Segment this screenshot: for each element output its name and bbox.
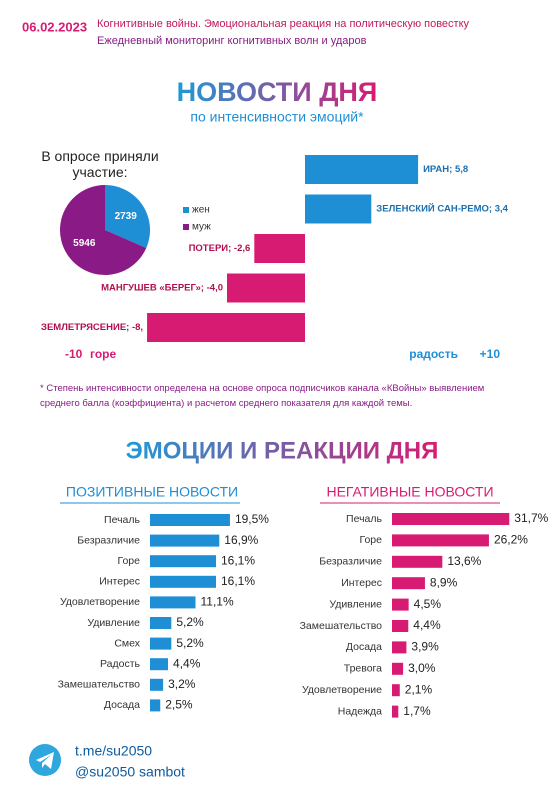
category-label: Удивление: [87, 617, 140, 629]
chart-title: НЕГАТИВНЫЕ НОВОСТИ: [326, 484, 493, 500]
bar: [150, 596, 196, 609]
bar-label: ПОТЕРИ; -2,6: [189, 243, 251, 254]
legend-label: жен: [192, 205, 210, 216]
category-label: Смех: [114, 637, 140, 649]
category-label: Удивление: [329, 598, 382, 610]
bar: [305, 194, 372, 224]
bar: [392, 684, 400, 697]
bar: [392, 620, 409, 632]
bar: [150, 699, 161, 712]
bar: [150, 637, 172, 650]
legend-swatch: [183, 224, 189, 230]
bar: [150, 534, 220, 547]
pie-slice: [60, 185, 147, 275]
value-label: 3,2%: [168, 677, 196, 691]
x-tick-label: +10: [480, 347, 501, 361]
bar: [227, 273, 305, 303]
category-label: Надежда: [338, 705, 382, 717]
value-label: 16,1%: [221, 553, 255, 567]
telegram-icon: [29, 744, 61, 776]
value-label: 19,5%: [235, 512, 269, 526]
category-label: Замешательство: [58, 679, 141, 691]
header-line: Когнитивные войны. Эмоциональная реакция…: [97, 18, 470, 30]
value-label: 8,9%: [430, 575, 458, 589]
category-label: Замешательство: [300, 620, 383, 632]
pie-title: В опросе приняли участие:: [41, 148, 159, 180]
x-tick-label: -10: [65, 347, 83, 361]
bar: [392, 555, 443, 568]
bar: [392, 705, 399, 718]
legend-label: муж: [192, 222, 211, 233]
category-label: Безразличие: [319, 556, 382, 568]
category-label: Печаль: [346, 513, 382, 525]
slice-label: 2739: [115, 211, 138, 222]
bar: [254, 234, 305, 263]
header-line: Ежедневный мониторинг когнитивных волн и…: [97, 35, 367, 47]
value-label: 16,1%: [221, 574, 255, 588]
value-label: 31,7%: [514, 511, 548, 525]
value-label: 11,1%: [201, 595, 234, 609]
bar: [305, 155, 419, 184]
category-label: Интерес: [341, 577, 382, 589]
category-label: Удовлетворение: [60, 596, 140, 608]
bar: [150, 617, 172, 629]
value-label: 26,2%: [494, 533, 528, 547]
value-label: 4,5%: [414, 597, 442, 611]
telegram-plane: [36, 752, 54, 769]
bar: [150, 575, 217, 588]
bar-label: ЗЕМЛЕТРЯСЕНИЕ; -8,: [41, 322, 143, 333]
value-label: 5,2%: [176, 636, 204, 650]
bar: [150, 514, 230, 526]
value-label: 4,4%: [413, 618, 441, 632]
footer-bot: @su2050 sambot: [75, 764, 185, 780]
bar-label: ИРАН; 5,8: [423, 164, 468, 175]
value-label: 2,1%: [405, 682, 433, 696]
axis-low-label: горе: [90, 347, 117, 361]
bar-label: МАНГУШЕВ «БЕРЕГ»; -4,0: [101, 283, 223, 294]
bar: [392, 534, 489, 547]
bar: [150, 555, 217, 568]
value-label: 13,6%: [447, 554, 481, 568]
value-label: 3,9%: [411, 640, 439, 654]
bar: [392, 598, 409, 611]
footnote: * Степень интенсивности определена на ос…: [40, 383, 485, 409]
category-label: Удовлетворение: [302, 684, 382, 696]
footer-link: t.me/su2050: [75, 743, 152, 759]
category-label: Печаль: [104, 514, 140, 526]
category-label: Радость: [100, 658, 141, 670]
bar: [150, 658, 169, 671]
category-label: Тревога: [344, 663, 382, 675]
category-label: Досада: [346, 641, 382, 653]
value-label: 5,2%: [176, 615, 204, 629]
bar: [150, 678, 164, 691]
chart-title: ПОЗИТИВНЫЕ НОВОСТИ: [66, 484, 238, 500]
subtitle: по интенсивности эмоций*: [190, 109, 364, 125]
value-label: 1,7%: [403, 704, 431, 718]
axis-high-label: радость: [409, 347, 458, 361]
slice-label: 5946: [73, 238, 96, 249]
pie-slice: [105, 185, 150, 248]
category-label: Интерес: [99, 576, 140, 588]
title: НОВОСТИ ДНЯ: [177, 77, 378, 107]
value-label: 4,4%: [173, 656, 201, 670]
date: 06.02.2023: [22, 19, 87, 34]
value-label: 16,9%: [224, 533, 258, 547]
bar: [147, 313, 305, 342]
category-label: Горе: [117, 555, 140, 567]
bar-label: ЗЕЛЕНСКИЙ САН-РЕМО; 3,4: [376, 203, 508, 215]
section-title: ЭМОЦИИ И РЕАКЦИИ ДНЯ: [126, 437, 439, 464]
bar: [392, 577, 425, 590]
bar: [392, 513, 510, 525]
value-label: 3,0%: [408, 661, 436, 675]
value-label: 2,5%: [165, 698, 193, 712]
category-label: Досада: [104, 699, 140, 711]
bar: [392, 662, 404, 675]
category-label: Горе: [359, 534, 382, 546]
legend-swatch: [183, 207, 189, 213]
category-label: Безразличие: [77, 534, 140, 546]
bar: [392, 641, 407, 654]
